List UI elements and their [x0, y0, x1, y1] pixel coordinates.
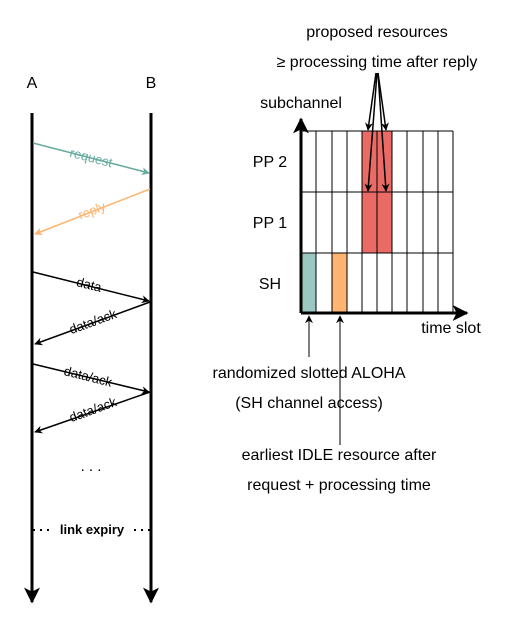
row-label-pp2: PP 2: [253, 154, 288, 171]
data-ack-label-2: data/ack: [62, 363, 114, 390]
aloha-label-line2: (SH channel access): [235, 395, 383, 412]
proposed-pointer-arrows: [364, 72, 390, 192]
proposed-label-line2: ≥ processing time after reply: [277, 54, 478, 71]
data-ack-arrow-3: [34, 391, 151, 434]
data-ack-label-1: data/ack: [67, 306, 119, 337]
node-b-label: B: [146, 75, 157, 92]
idle-label-line1: earliest IDLE resource after: [242, 447, 437, 464]
row-label-pp1: PP 1: [253, 215, 288, 232]
link-expiry-label: link expiry: [60, 522, 125, 537]
row-label-sh: SH: [259, 276, 281, 293]
data-ack-arrow-2: [32, 363, 150, 395]
request-arrow: [32, 142, 150, 176]
node-a-label: A: [27, 75, 38, 92]
request-label: request: [68, 145, 114, 170]
data-arrow: [32, 271, 150, 304]
sh-earliest-cell: [332, 253, 347, 313]
x-axis-label: time slot: [421, 320, 481, 337]
ellipsis: . . .: [81, 458, 102, 475]
y-axis-label: subchannel: [260, 95, 342, 112]
aloha-label-line1: randomized slotted ALOHA: [213, 365, 406, 382]
idle-label-line2: request + processing time: [247, 477, 431, 494]
reply-arrow: [34, 188, 151, 236]
data-ack-label-3: data/ack: [67, 394, 119, 425]
grid-lines: [301, 130, 454, 313]
sh-aloha-cell: [301, 253, 316, 313]
data-label: data: [75, 274, 104, 295]
reply-label: reply: [76, 198, 108, 222]
proposed-label-line1: proposed resources: [306, 24, 447, 41]
data-ack-arrow-1: [34, 301, 151, 346]
